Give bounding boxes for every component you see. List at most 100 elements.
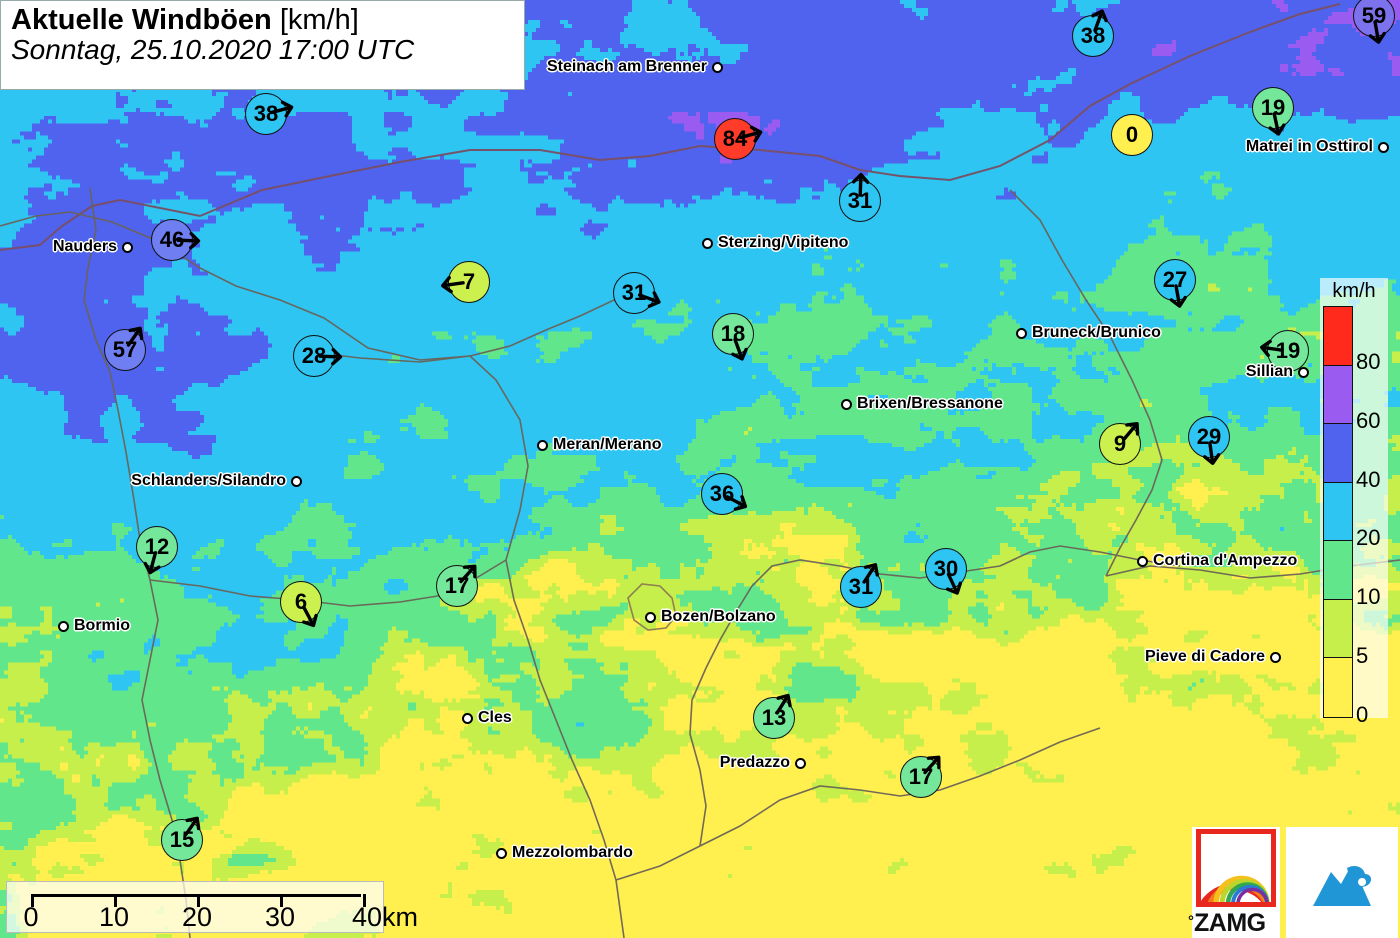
station-marker[interactable]: 28 xyxy=(293,335,343,377)
station-circle: 84 xyxy=(714,118,756,160)
city-marker-dot xyxy=(122,241,133,253)
map-title-unit: [km/h] xyxy=(279,4,359,36)
legend-tick-label: 5 xyxy=(1356,643,1369,669)
city-label: Bozen/Bolzano xyxy=(645,608,776,626)
station-marker[interactable]: 9 xyxy=(1099,421,1141,465)
scale-tick-label: 20 xyxy=(181,902,213,932)
city-name: Brixen/Bressanone xyxy=(857,395,1003,412)
station-marker[interactable]: 0 xyxy=(1111,114,1153,156)
station-marker[interactable]: 18 xyxy=(712,313,754,361)
station-value: 18 xyxy=(720,321,746,346)
zamg-rainbow-icon xyxy=(1196,829,1276,907)
scale-tick xyxy=(280,894,283,907)
city-marker-dot xyxy=(462,712,473,724)
station-marker[interactable]: 38 xyxy=(1072,9,1114,57)
city-label: Sillian xyxy=(1246,363,1309,381)
station-value: 31 xyxy=(847,188,873,213)
scale-tick-label: 30 xyxy=(264,902,296,932)
station-marker[interactable]: 17 xyxy=(900,755,942,798)
city-name: Meran/Merano xyxy=(553,436,662,453)
station-marker[interactable]: 59 xyxy=(1353,0,1395,44)
city-marker-dot xyxy=(1016,327,1027,339)
city-label: Brixen/Bressanone xyxy=(841,395,1003,413)
station-value: 38 xyxy=(1080,23,1106,48)
scale-tick xyxy=(363,894,366,907)
station-circle: 6 xyxy=(280,581,322,623)
station-marker[interactable]: 29 xyxy=(1188,416,1230,465)
legend-unit-label: km/h xyxy=(1332,280,1376,302)
station-circle: 19 xyxy=(1267,330,1309,372)
legend-tick-label: 0 xyxy=(1356,701,1369,727)
city-marker-dot xyxy=(712,61,723,73)
legend-band xyxy=(1324,307,1352,366)
station-marker[interactable]: 17 xyxy=(436,564,478,607)
scale-bar: 0 10 20 30 40km xyxy=(6,881,418,933)
station-marker[interactable]: 31 xyxy=(613,272,661,314)
station-marker[interactable]: 19 xyxy=(1252,87,1294,136)
city-name: Matrei in Osttirol xyxy=(1245,138,1373,155)
zamg-logo: ° ZAMG xyxy=(1188,827,1280,938)
city-name: Sterzing/Vipiteno xyxy=(718,234,849,251)
city-name: Bozen/Bolzano xyxy=(661,608,776,625)
city-label: Schlanders/Silandro xyxy=(131,472,302,490)
scale-tick xyxy=(114,894,117,907)
scale-bar-line xyxy=(31,894,361,897)
mountain-cloud-logo xyxy=(1286,827,1398,938)
legend-band xyxy=(1324,424,1352,483)
scale-tick xyxy=(31,894,34,907)
station-marker[interactable]: 36 xyxy=(701,473,748,515)
station-marker[interactable]: 6 xyxy=(280,581,322,628)
station-value: 30 xyxy=(933,556,959,581)
station-circle: 31 xyxy=(840,566,882,608)
map-title-box: Aktuelle Windböen [km/h] Sonntag, 25.10.… xyxy=(0,0,525,90)
city-label: Nauders xyxy=(53,238,133,256)
station-marker[interactable]: 27 xyxy=(1154,259,1196,308)
station-value: 38 xyxy=(253,101,279,126)
station-marker[interactable]: 7 xyxy=(441,261,490,303)
city-name: Sillian xyxy=(1245,363,1293,380)
station-value: 12 xyxy=(144,534,170,559)
station-circle: 18 xyxy=(712,313,754,355)
legend-tick-label: 80 xyxy=(1356,348,1381,374)
station-circle: 38 xyxy=(245,93,287,135)
color-legend: km/h 80 60 40 20 10 5 0 xyxy=(1320,278,1388,727)
station-value: 27 xyxy=(1162,267,1188,292)
station-value: 29 xyxy=(1196,424,1222,449)
legend-band xyxy=(1324,365,1352,425)
station-value: 7 xyxy=(462,269,476,294)
station-marker[interactable]: 38 xyxy=(245,93,294,135)
legend-band xyxy=(1324,541,1352,600)
station-marker[interactable]: 31 xyxy=(839,172,881,222)
station-circle: 12 xyxy=(136,526,178,568)
city-label: Bruneck/Brunico xyxy=(1016,324,1161,342)
station-circle: 0 xyxy=(1111,114,1153,156)
station-marker[interactable]: 15 xyxy=(161,816,203,861)
station-circle: 31 xyxy=(613,272,655,314)
station-value: 19 xyxy=(1260,95,1286,120)
station-marker[interactable]: 30 xyxy=(925,548,967,595)
station-value: 59 xyxy=(1361,3,1387,28)
station-value: 46 xyxy=(159,227,185,252)
station-value: 28 xyxy=(301,343,327,368)
legend-band xyxy=(1324,658,1352,717)
station-value: 84 xyxy=(722,126,748,151)
city-label: Matrei in Osttirol xyxy=(1246,138,1389,156)
station-marker[interactable]: 57 xyxy=(104,326,146,371)
legend-band xyxy=(1324,482,1352,542)
legend-tick-label: 60 xyxy=(1356,407,1381,433)
station-marker[interactable]: 12 xyxy=(136,526,178,575)
legend-body: 80 60 40 20 10 5 0 xyxy=(1320,306,1388,727)
station-marker[interactable]: 13 xyxy=(753,693,795,739)
scale-tick xyxy=(197,894,200,907)
city-name: Predazzo xyxy=(719,754,790,771)
station-value: 0 xyxy=(1125,122,1139,147)
station-marker[interactable]: 31 xyxy=(840,563,882,608)
zamg-degree-symbol: ° xyxy=(1188,913,1194,930)
station-marker[interactable]: 46 xyxy=(151,219,201,261)
scale-tick-label: 10 xyxy=(98,902,130,932)
city-marker-dot xyxy=(1270,651,1281,663)
station-marker[interactable]: 84 xyxy=(714,118,763,160)
city-name: Pieve di Cadore xyxy=(1144,648,1265,665)
station-marker[interactable]: 19 xyxy=(1260,330,1309,372)
